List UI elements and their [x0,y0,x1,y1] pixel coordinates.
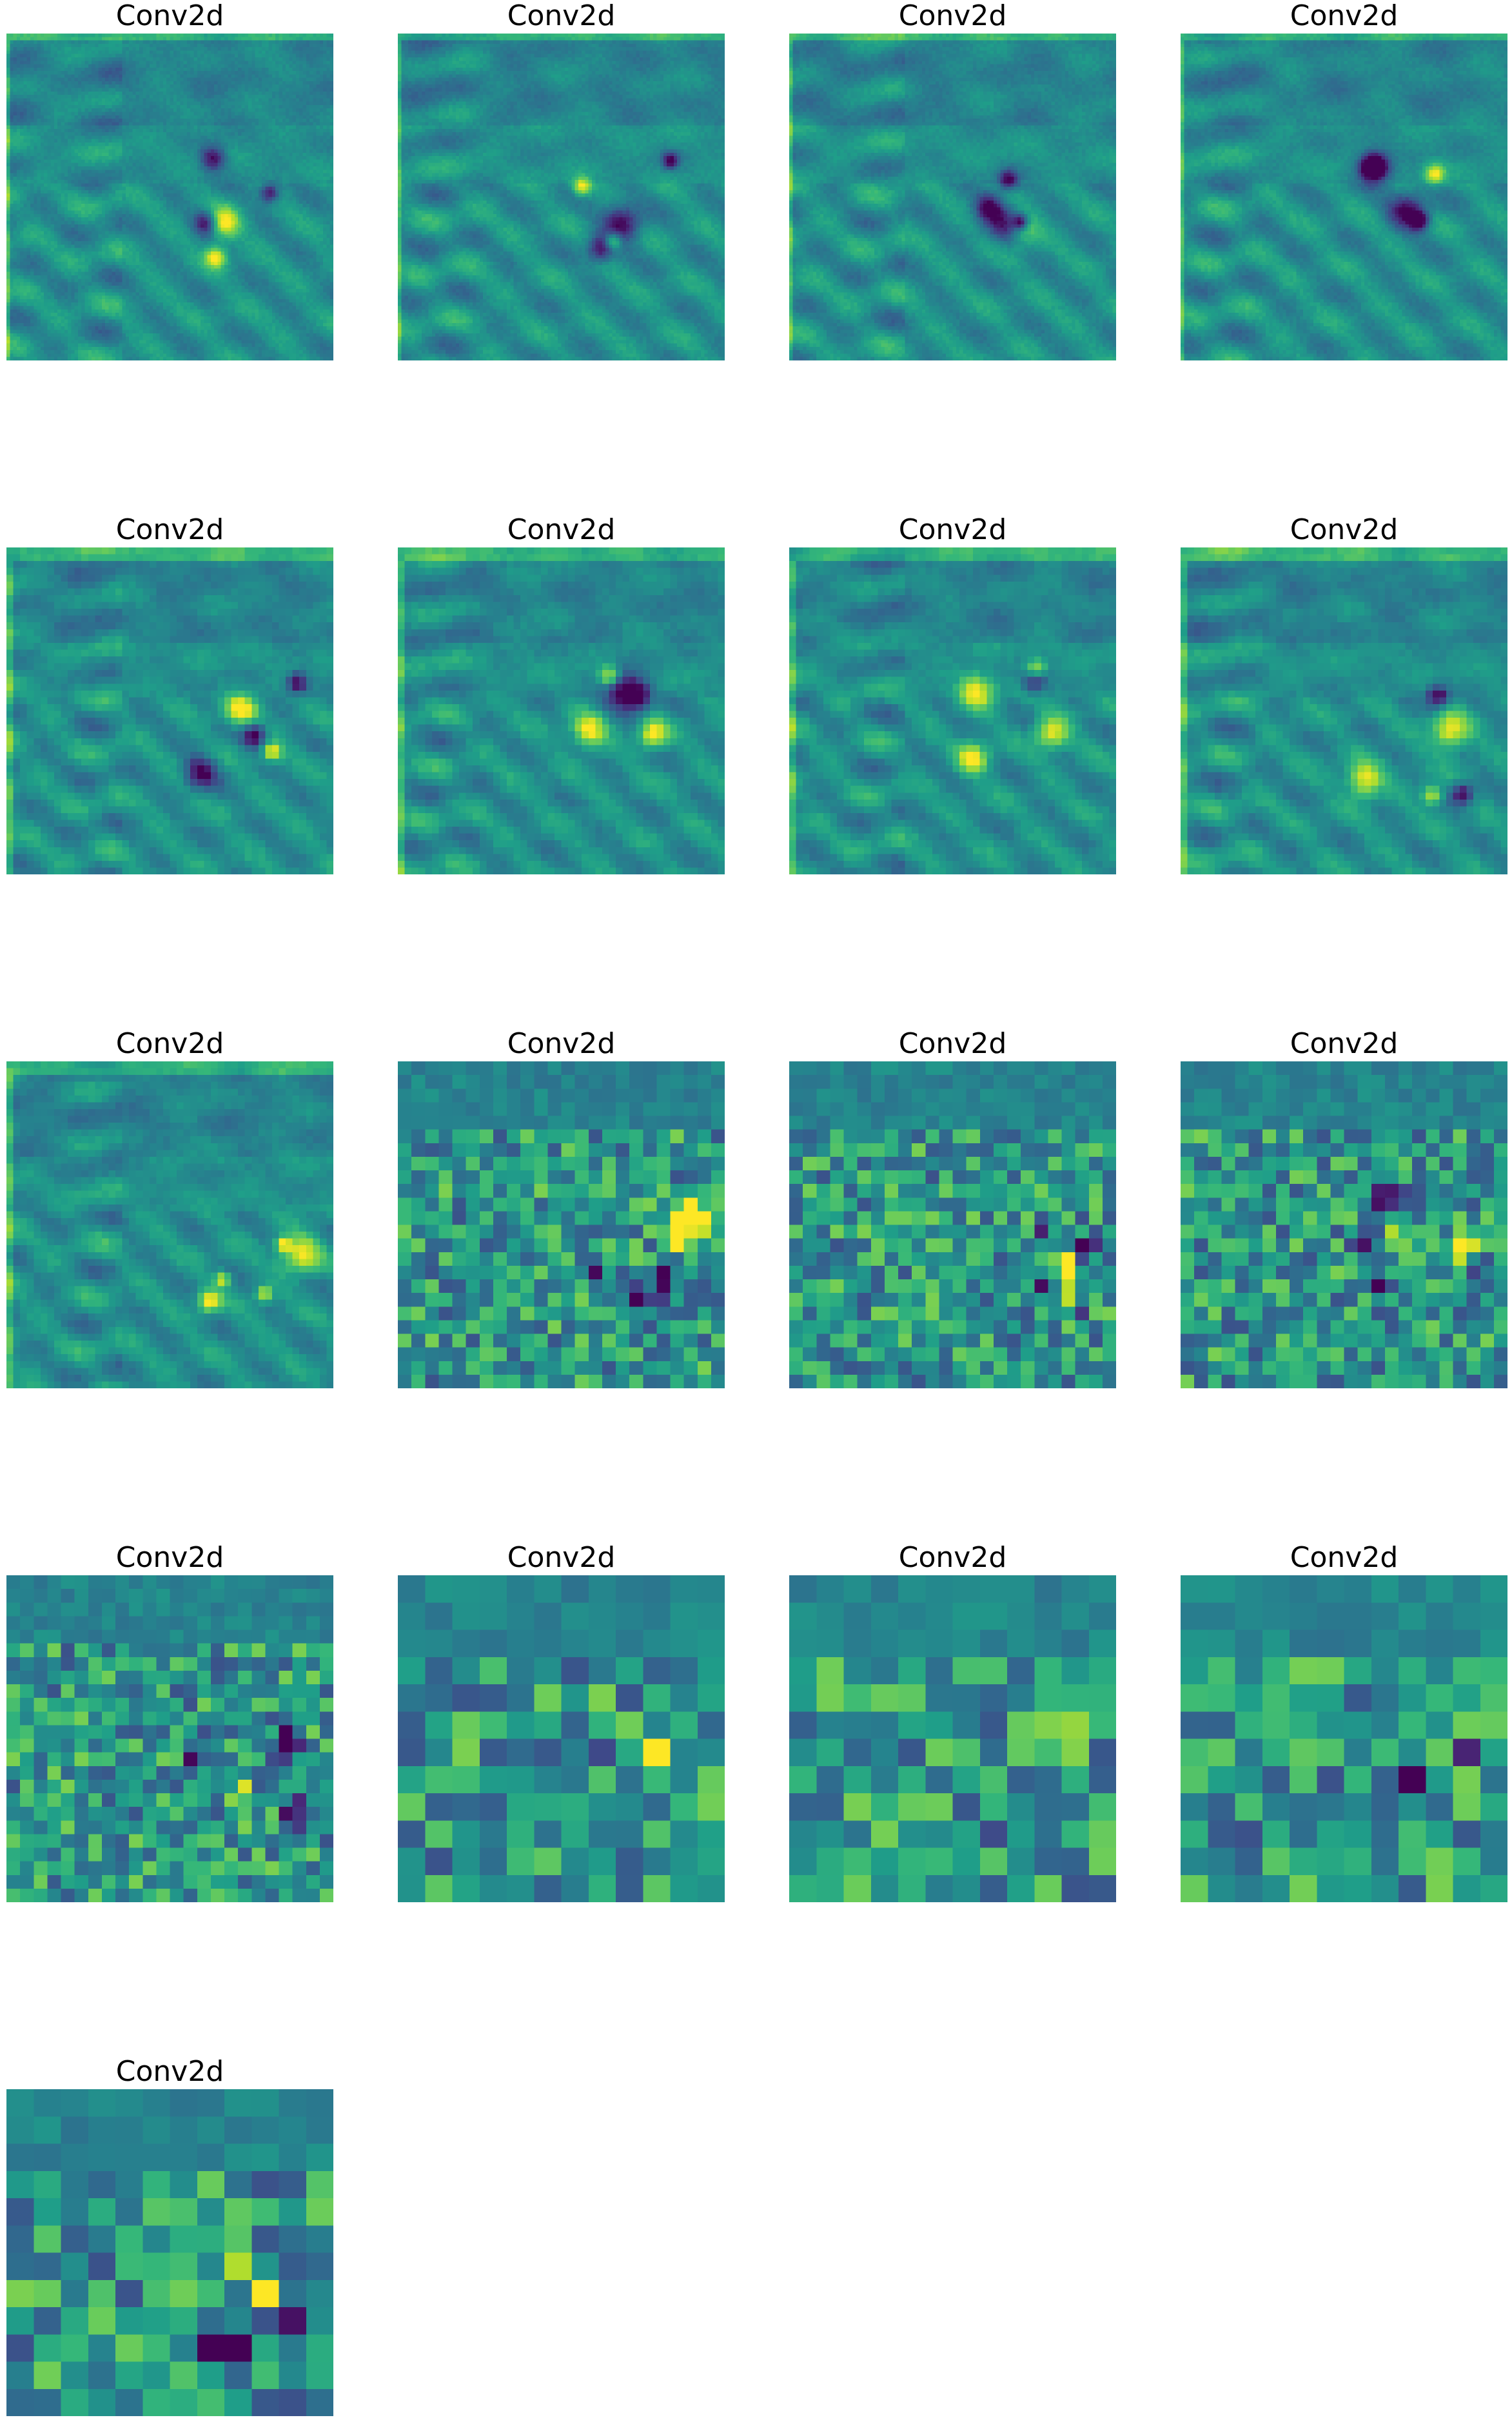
feature-map-image [6,1061,333,1388]
panel-title: Conv2d [1290,1027,1399,1060]
feature-map-image [1181,34,1507,360]
feature-map-image [1181,547,1507,874]
panel-title: Conv2d [507,1027,616,1060]
panel-title: Conv2d [507,0,616,32]
panel-title: Conv2d [1290,1541,1399,1574]
feature-map-image [1181,1061,1507,1388]
panel-title: Conv2d [115,2055,224,2088]
feature-map-image [1181,1575,1507,1902]
feature-map-image [6,34,333,360]
feature-map-image [6,547,333,874]
feature-map-image [398,1575,725,1902]
feature-map-image [6,1575,333,1902]
panel-title: Conv2d [507,513,616,546]
panel-title: Conv2d [1290,513,1399,546]
panel-title: Conv2d [898,513,1007,546]
panel-title: Conv2d [115,0,224,32]
feature-map-image [789,1061,1116,1388]
panel-title: Conv2d [898,1541,1007,1574]
panel-title: Conv2d [898,1027,1007,1060]
panel-title: Conv2d [115,513,224,546]
feature-map-image [789,34,1116,360]
panel-title: Conv2d [507,1541,616,1574]
feature-map-image [789,547,1116,874]
panel-title: Conv2d [115,1027,224,1060]
panel-title: Conv2d [898,0,1007,32]
feature-map-image [398,1061,725,1388]
feature-map-image [6,2089,333,2416]
panel-title: Conv2d [1290,0,1399,32]
feature-map-image [789,1575,1116,1902]
panel-title: Conv2d [115,1541,224,1574]
feature-map-image [398,547,725,874]
feature-map-image [398,34,725,360]
